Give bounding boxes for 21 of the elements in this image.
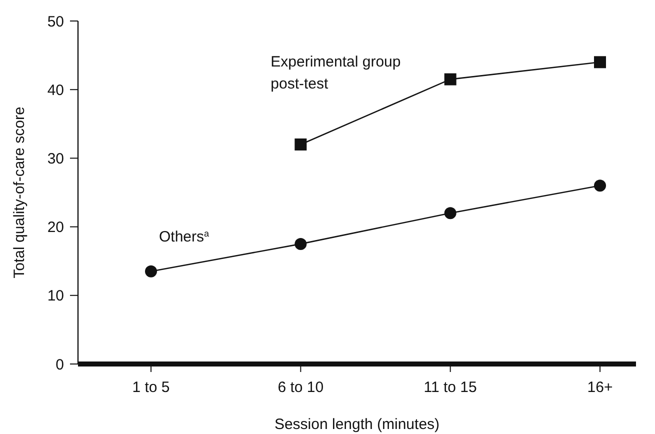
point (444, 207, 456, 220)
x-axis-title: Session length (minutes) (274, 416, 440, 433)
y-tick-label: 40 (47, 82, 64, 99)
y-tick-label: 50 (47, 13, 64, 30)
point (444, 73, 456, 86)
x-tick-label: 16+ (587, 379, 613, 396)
y-tick-label: 0 (56, 356, 64, 374)
point (594, 180, 606, 192)
y-axis-title: Total quality-of-care score (11, 106, 28, 278)
point (294, 138, 307, 150)
x-tick-label: 11 to 15 (424, 379, 477, 396)
x-tick-label: 6 to 10 (278, 379, 324, 396)
y-tick-label: 20 (47, 219, 64, 236)
x-tick-label: 1 to 5 (132, 379, 170, 396)
series-label: Experimental group post-test (270, 53, 401, 92)
point (294, 238, 307, 250)
y-tick-label: 10 (47, 288, 64, 305)
point (594, 56, 606, 68)
series-label: Others$^{a}$ (159, 228, 210, 246)
y-tick-label: 30 (47, 150, 64, 168)
point (145, 265, 157, 278)
